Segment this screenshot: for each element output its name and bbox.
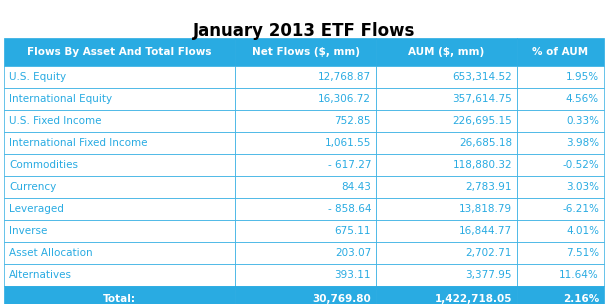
Text: 2,783.91: 2,783.91	[466, 182, 512, 192]
Bar	[517, 264, 604, 286]
Bar	[235, 198, 376, 220]
Bar	[376, 286, 517, 304]
Text: 26,685.18: 26,685.18	[459, 138, 512, 148]
Text: 1,422,718.05: 1,422,718.05	[435, 294, 512, 304]
Text: 3,377.95: 3,377.95	[466, 270, 512, 280]
Text: 84.43: 84.43	[341, 182, 371, 192]
Bar	[376, 110, 517, 132]
Bar	[235, 264, 376, 286]
Text: Commodities: Commodities	[9, 160, 78, 170]
Bar	[376, 176, 517, 198]
Text: U.S. Fixed Income: U.S. Fixed Income	[9, 116, 102, 126]
Text: 4.01%: 4.01%	[566, 226, 599, 236]
Text: - 617.27: - 617.27	[328, 160, 371, 170]
Text: 30,769.80: 30,769.80	[313, 294, 371, 304]
Bar	[517, 242, 604, 264]
Bar	[517, 198, 604, 220]
Bar	[235, 88, 376, 110]
Bar	[235, 66, 376, 88]
Bar	[4, 132, 235, 154]
Bar	[376, 264, 517, 286]
Bar	[4, 286, 235, 304]
Bar	[376, 220, 517, 242]
Text: January 2013 ETF Flows: January 2013 ETF Flows	[193, 22, 415, 40]
Text: -0.52%: -0.52%	[562, 160, 599, 170]
Bar	[4, 110, 235, 132]
Bar	[517, 88, 604, 110]
Text: Inverse: Inverse	[9, 226, 47, 236]
Bar	[235, 176, 376, 198]
Bar	[4, 242, 235, 264]
Text: Leveraged: Leveraged	[9, 204, 64, 214]
Bar	[376, 66, 517, 88]
Text: Flows By Asset And Total Flows: Flows By Asset And Total Flows	[27, 47, 212, 57]
Text: 4.56%: 4.56%	[566, 94, 599, 104]
Bar	[376, 38, 517, 66]
Text: 203.07: 203.07	[335, 248, 371, 258]
Text: 1,061.55: 1,061.55	[325, 138, 371, 148]
Text: 393.11: 393.11	[334, 270, 371, 280]
Bar	[4, 176, 235, 198]
Text: 675.11: 675.11	[334, 226, 371, 236]
Text: 12,768.87: 12,768.87	[318, 72, 371, 82]
Text: Currency: Currency	[9, 182, 57, 192]
Text: -6.21%: -6.21%	[562, 204, 599, 214]
Text: 16,844.77: 16,844.77	[459, 226, 512, 236]
Bar	[376, 154, 517, 176]
Text: 16,306.72: 16,306.72	[318, 94, 371, 104]
Text: % of AUM: % of AUM	[533, 47, 589, 57]
Bar	[4, 198, 235, 220]
Text: 357,614.75: 357,614.75	[452, 94, 512, 104]
Bar	[235, 154, 376, 176]
Text: Net Flows ($, mm): Net Flows ($, mm)	[252, 47, 359, 57]
Bar	[4, 38, 235, 66]
Text: Asset Allocation: Asset Allocation	[9, 248, 92, 258]
Text: 752.85: 752.85	[334, 116, 371, 126]
Text: AUM ($, mm): AUM ($, mm)	[409, 47, 485, 57]
Text: 118,880.32: 118,880.32	[452, 160, 512, 170]
Bar	[376, 132, 517, 154]
Bar	[235, 242, 376, 264]
Text: U.S. Equity: U.S. Equity	[9, 72, 66, 82]
Text: 226,695.15: 226,695.15	[452, 116, 512, 126]
Bar	[517, 176, 604, 198]
Bar	[376, 242, 517, 264]
Text: 11.64%: 11.64%	[559, 270, 599, 280]
Text: International Fixed Income: International Fixed Income	[9, 138, 148, 148]
Text: - 858.64: - 858.64	[328, 204, 371, 214]
Text: 653,314.52: 653,314.52	[452, 72, 512, 82]
Bar	[517, 220, 604, 242]
Bar	[517, 38, 604, 66]
Bar	[517, 286, 604, 304]
Bar	[4, 88, 235, 110]
Text: International Equity: International Equity	[9, 94, 112, 104]
Bar	[376, 198, 517, 220]
Bar	[235, 110, 376, 132]
Text: 7.51%: 7.51%	[566, 248, 599, 258]
Bar	[517, 132, 604, 154]
Bar	[4, 66, 235, 88]
Bar	[517, 154, 604, 176]
Bar	[235, 38, 376, 66]
Text: Total:: Total:	[103, 294, 136, 304]
Text: 2.16%: 2.16%	[563, 294, 599, 304]
Bar	[4, 154, 235, 176]
Bar	[517, 110, 604, 132]
Text: 3.03%: 3.03%	[566, 182, 599, 192]
Bar	[517, 66, 604, 88]
Bar	[235, 132, 376, 154]
Text: 2,702.71: 2,702.71	[466, 248, 512, 258]
Bar	[376, 88, 517, 110]
Text: 0.33%: 0.33%	[566, 116, 599, 126]
Bar	[235, 286, 376, 304]
Bar	[4, 264, 235, 286]
Text: 1.95%: 1.95%	[566, 72, 599, 82]
Text: Alternatives: Alternatives	[9, 270, 72, 280]
Text: 13,818.79: 13,818.79	[459, 204, 512, 214]
Text: 3.98%: 3.98%	[566, 138, 599, 148]
Bar	[235, 220, 376, 242]
Bar	[4, 220, 235, 242]
